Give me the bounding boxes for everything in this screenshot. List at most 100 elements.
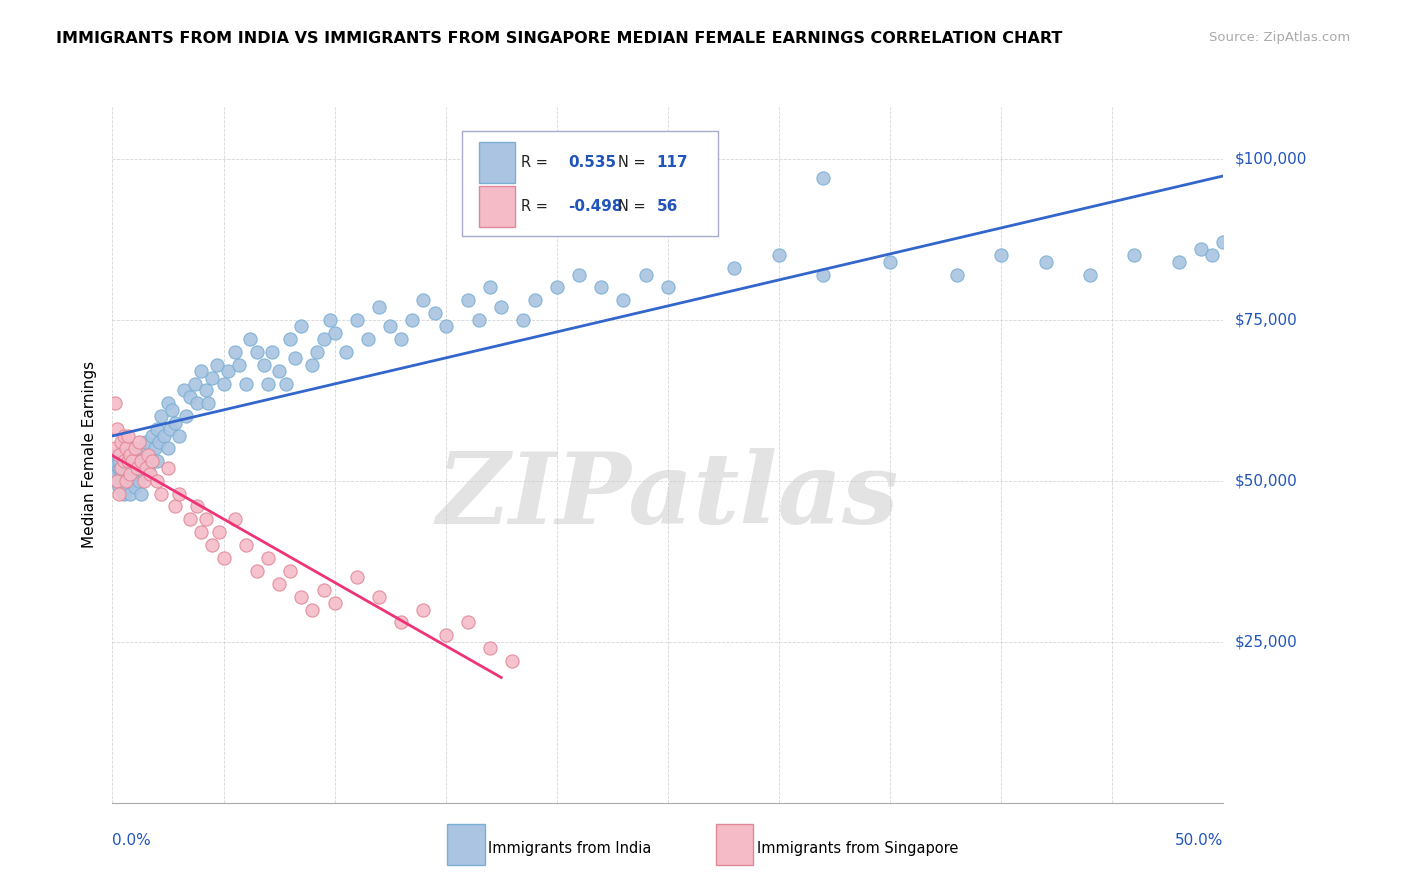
Point (148, 435, 170, 450)
Point (290, 590, 312, 604)
Point (110, 460, 132, 475)
Point (108, 454, 131, 468)
Point (125, 467, 148, 482)
Point (634, 268, 657, 282)
Text: Immigrants from India: Immigrants from India (488, 840, 651, 855)
Point (132, 467, 155, 482)
Point (136, 448, 159, 462)
Point (105, 474, 128, 488)
Point (368, 300, 391, 314)
Point (110, 474, 132, 488)
Point (108, 460, 131, 475)
Point (163, 500, 186, 514)
Point (357, 332, 380, 346)
Point (105, 448, 128, 462)
Point (457, 615, 479, 630)
Point (120, 442, 142, 456)
Point (813, 268, 835, 282)
Point (114, 480, 136, 494)
Point (105, 467, 128, 482)
Point (141, 428, 163, 442)
Point (197, 396, 219, 410)
Point (723, 261, 745, 276)
Point (278, 564, 301, 578)
Text: N =: N = (617, 154, 650, 169)
Point (117, 460, 139, 475)
Point (117, 454, 139, 468)
Point (246, 564, 269, 578)
Point (146, 454, 169, 468)
Point (124, 442, 146, 456)
Point (173, 384, 195, 398)
Point (1189, 242, 1212, 256)
Point (114, 467, 136, 482)
Point (112, 474, 135, 488)
Point (167, 428, 190, 442)
Point (120, 467, 142, 482)
Point (301, 358, 323, 372)
Text: 56: 56 (657, 200, 678, 214)
Point (125, 448, 148, 462)
Point (813, 170, 835, 185)
Text: 0.535: 0.535 (568, 154, 616, 169)
Point (110, 435, 132, 450)
Point (120, 467, 142, 482)
Point (157, 396, 180, 410)
Point (479, 641, 502, 656)
Point (112, 454, 135, 468)
Point (117, 474, 139, 488)
Point (257, 377, 280, 392)
Point (139, 448, 162, 462)
Point (121, 474, 143, 488)
Point (167, 486, 190, 500)
Point (108, 486, 131, 500)
Point (114, 448, 136, 462)
FancyBboxPatch shape (479, 142, 515, 183)
Point (194, 384, 217, 398)
Text: 50.0%: 50.0% (1175, 833, 1223, 848)
Point (104, 442, 127, 456)
Point (125, 460, 148, 475)
Point (112, 486, 135, 500)
Text: N =: N = (617, 200, 650, 214)
Point (208, 525, 231, 540)
Point (546, 280, 568, 294)
Point (591, 280, 613, 294)
Point (135, 454, 157, 468)
Point (879, 254, 901, 268)
Point (457, 293, 479, 308)
FancyBboxPatch shape (716, 824, 754, 865)
Point (1123, 248, 1146, 262)
Text: $75,000: $75,000 (1234, 312, 1298, 327)
Text: R =: R = (522, 200, 553, 214)
Point (1167, 254, 1189, 268)
Point (143, 442, 166, 456)
Text: 0.0%: 0.0% (112, 833, 152, 848)
Point (612, 293, 634, 308)
Point (201, 370, 224, 384)
Point (146, 474, 169, 488)
Point (128, 474, 150, 488)
Point (312, 583, 335, 598)
Point (104, 460, 127, 475)
Point (1201, 248, 1223, 262)
Point (117, 428, 139, 442)
Point (346, 570, 368, 584)
Point (235, 377, 257, 392)
Point (120, 448, 142, 462)
Point (305, 344, 328, 359)
Point (128, 460, 150, 475)
Point (201, 538, 224, 552)
Point (412, 293, 434, 308)
Point (312, 332, 335, 346)
Text: $25,000: $25,000 (1234, 634, 1298, 649)
Point (489, 300, 512, 314)
Point (368, 590, 391, 604)
Point (228, 358, 250, 372)
Point (190, 525, 212, 540)
Point (990, 248, 1012, 262)
Point (105, 422, 128, 436)
Text: $50,000: $50,000 (1234, 473, 1298, 488)
Point (401, 312, 423, 326)
Point (252, 358, 274, 372)
